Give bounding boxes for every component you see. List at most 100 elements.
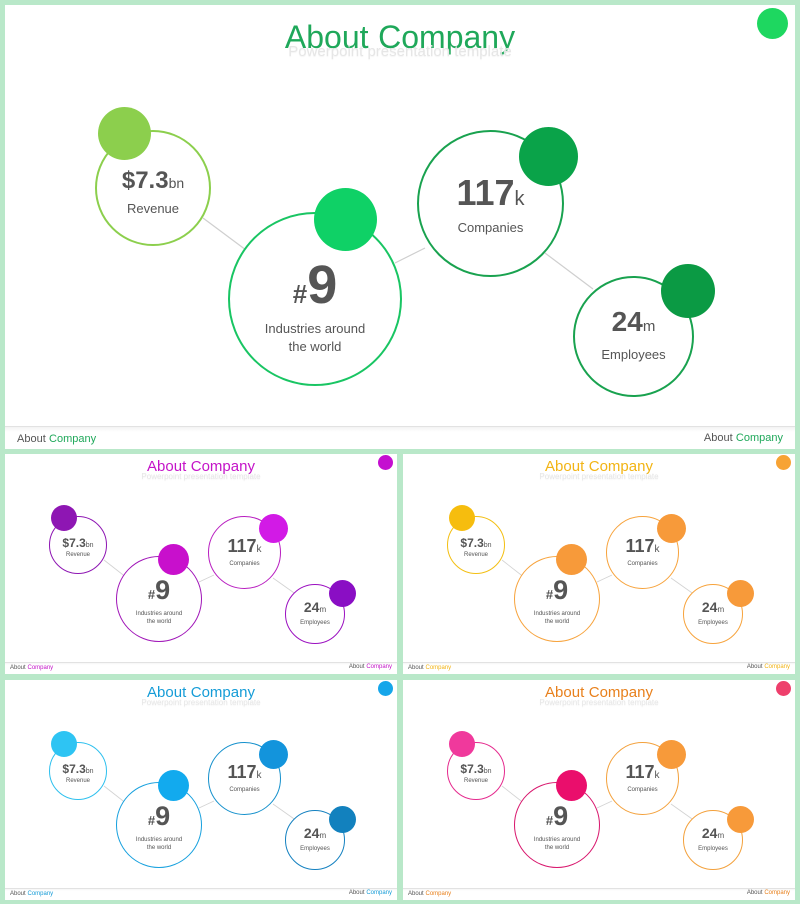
footer-left: About Company [17, 433, 96, 445]
employees-value: 24 [611, 306, 643, 337]
footer-shade [403, 888, 795, 891]
industries-dot [556, 544, 587, 575]
industries-prefix: # [545, 813, 554, 828]
industries-label-line2: the world [146, 845, 172, 851]
industries-prefix: # [545, 587, 554, 602]
companies-dot [657, 740, 686, 769]
title-word-company: Company [378, 19, 516, 55]
industries-circle: #9 Industries around the world [514, 782, 600, 868]
title-word-company: Company [588, 458, 653, 475]
industries-value: 9 [553, 575, 569, 605]
revenue-circle: $7.3bn Revenue [49, 516, 107, 574]
companies-label: Companies [627, 561, 658, 567]
slide-main[interactable]: About Company Powerpoint presentation tem… [5, 5, 795, 449]
title-word-about: About [545, 684, 585, 701]
revenue-unit: bn [168, 175, 185, 191]
employees-unit: m [717, 831, 725, 840]
companies-unit: k [654, 544, 660, 555]
slide-title: About Company [5, 684, 397, 701]
industries-label-line2: the world [544, 619, 570, 625]
slide-title: About Company [5, 19, 795, 56]
industries-circle: #9 Industries around the world [228, 212, 402, 386]
industries-dot [158, 544, 189, 575]
employees-unit: m [642, 318, 656, 335]
footer-right-company: Company [366, 890, 392, 896]
footer-left-company: Company [49, 433, 97, 445]
footer-left-about: About [408, 665, 424, 671]
footer-right-about: About [348, 890, 365, 896]
title-word-about: About [147, 458, 187, 475]
companies-unit: k [256, 770, 262, 781]
footer-divider [5, 888, 397, 889]
slide-variant-pink-orange[interactable]: About Company Powerpoint presentation tem… [403, 680, 795, 900]
footer-shade [5, 426, 795, 432]
companies-value: 117 [227, 536, 257, 556]
footer-shade [403, 662, 795, 665]
employees-label: Employees [601, 347, 666, 362]
slide-subtitle: Powerpoint presentation template [539, 698, 659, 707]
footer-left-about: About [408, 891, 424, 897]
revenue-value: $7.3 [62, 536, 86, 550]
revenue-label: Revenue [126, 201, 180, 216]
revenue-label: Revenue [463, 778, 489, 784]
revenue-dot [51, 505, 77, 531]
industries-dot [158, 770, 189, 801]
footer-divider [403, 662, 795, 663]
footer-left-company: Company [425, 891, 452, 897]
footer-right-about: About [746, 664, 763, 670]
companies-unit: k [654, 770, 660, 781]
revenue-label: Revenue [65, 552, 91, 558]
footer-divider [403, 888, 795, 889]
employees-dot [727, 580, 754, 607]
industries-prefix: # [147, 813, 156, 828]
footer-right-about: About [746, 890, 763, 896]
slide-variant-blue[interactable]: About Company Powerpoint presentation tem… [5, 680, 397, 900]
revenue-dot [51, 731, 77, 757]
slide-title: About Company [403, 684, 795, 701]
revenue-value: $7.3 [62, 762, 86, 776]
companies-label: Companies [627, 787, 658, 793]
slide-subtitle: Powerpoint presentation template [141, 698, 261, 707]
employees-dot [727, 806, 754, 833]
corner-dot [378, 681, 393, 696]
footer-left: About Company [408, 665, 451, 671]
industries-circle: #9 Industries around the world [116, 782, 202, 868]
revenue-value: $7.3 [121, 167, 169, 194]
industries-value: 9 [307, 255, 338, 315]
revenue-value: $7.3 [460, 762, 484, 776]
industries-label-line1: Industries around [533, 837, 581, 843]
footer-right-company: Company [735, 432, 783, 444]
companies-dot [259, 740, 288, 769]
footer-right: About Company [349, 664, 392, 670]
industries-dot [556, 770, 587, 801]
employees-value: 24 [303, 599, 320, 615]
companies-unit: k [514, 188, 525, 210]
footer-left-company: Company [27, 665, 54, 671]
footer-right: About Company [704, 432, 783, 444]
employees-dot [329, 580, 356, 607]
industries-prefix: # [292, 279, 308, 309]
industries-circle: #9 Industries around the world [514, 556, 600, 642]
employees-dot [661, 264, 715, 318]
footer-right: About Company [747, 664, 790, 670]
employees-circle: 24m Employees [573, 276, 694, 397]
revenue-unit: bn [85, 768, 94, 775]
companies-label: Companies [229, 561, 260, 567]
industries-prefix: # [147, 587, 156, 602]
footer-left-about: About [10, 891, 26, 897]
slide-variant-orange[interactable]: About Company Powerpoint presentation tem… [403, 454, 795, 674]
footer-left-about: About [10, 665, 26, 671]
industries-label-line2: the world [288, 339, 342, 354]
corner-dot [776, 681, 791, 696]
footer-right: About Company [349, 890, 392, 896]
companies-dot [259, 514, 288, 543]
industries-value: 9 [553, 801, 569, 831]
industries-label-line1: Industries around [135, 837, 183, 843]
connector-lines [202, 217, 594, 290]
footer-left: About Company [10, 665, 53, 671]
corner-dot [757, 8, 788, 39]
slide-variant-purple[interactable]: About Company Powerpoint presentation tem… [5, 454, 397, 674]
employees-circle: 24m Employees [683, 584, 743, 644]
employees-label: Employees [300, 846, 330, 852]
footer-shade [5, 888, 397, 891]
